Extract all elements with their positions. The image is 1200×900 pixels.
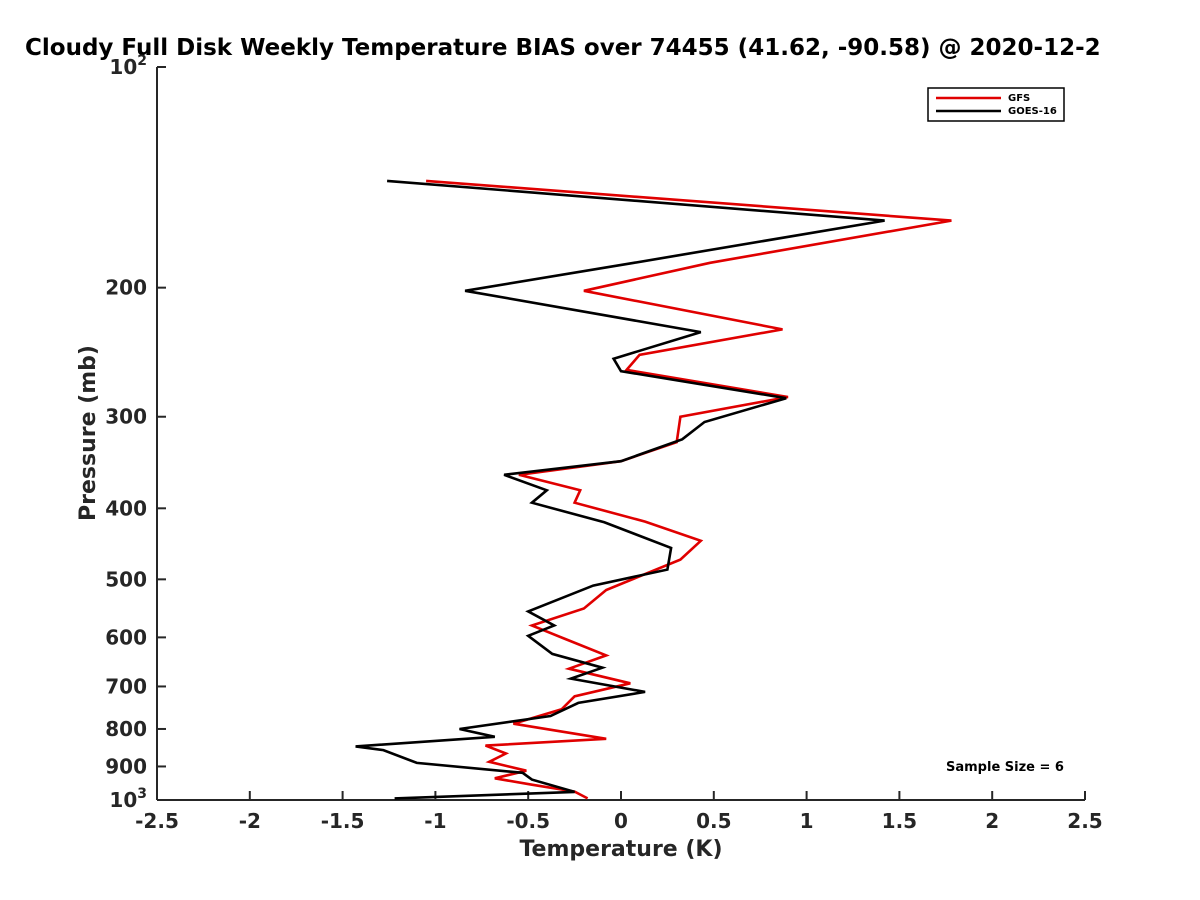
- x-tick-label: 2.5: [1067, 809, 1102, 833]
- x-tick-label: -1.5: [321, 809, 365, 833]
- legend-box: [927, 87, 1065, 122]
- series-line-gfs: [426, 179, 952, 800]
- y-tick-label: 103: [109, 786, 147, 812]
- y-tick-label: 900: [105, 754, 147, 778]
- x-tick-label: -1: [424, 809, 446, 833]
- y-axis-ticks: 102 200 300 400 500 600 700 800 900 103: [105, 53, 166, 812]
- x-tick-label: 0.5: [696, 809, 731, 833]
- x-tick-label: 0: [614, 809, 628, 833]
- x-tick-label: 1.5: [882, 809, 917, 833]
- y-tick-label: 700: [105, 674, 147, 698]
- x-tick-label: -2: [239, 809, 261, 833]
- y-tick-label: 200: [105, 276, 147, 300]
- legend: GFS GOES-16: [927, 87, 1065, 122]
- series-lines: [355, 179, 952, 800]
- y-tick-label: 102: [109, 53, 147, 79]
- legend-label-goes16: GOES-16: [1008, 106, 1057, 117]
- sample-size-annotation: Sample Size = 6: [946, 760, 1064, 775]
- x-axis-label: Temperature (K): [519, 837, 722, 862]
- series-line-goes16: [355, 179, 885, 800]
- x-tick-label: 2: [985, 809, 999, 833]
- x-tick-label: -2.5: [135, 809, 179, 833]
- x-tick-label: -0.5: [506, 809, 550, 833]
- y-tick-label: 600: [105, 625, 147, 649]
- x-tick-label: 1: [800, 809, 814, 833]
- y-tick-label: 300: [105, 405, 147, 429]
- y-tick-label: 500: [105, 567, 147, 591]
- chart-title: Cloudy Full Disk Weekly Temperature BIAS…: [25, 35, 1101, 61]
- x-axis-ticks: -2.5 -2 -1.5 -1 -0.5 0 0.5 1 1.5 2 2.5: [135, 791, 1103, 833]
- y-tick-label: 800: [105, 717, 147, 741]
- legend-label-gfs: GFS: [1008, 93, 1030, 104]
- y-axis-label: Pressure (mb): [76, 345, 101, 521]
- y-tick-label: 400: [105, 496, 147, 520]
